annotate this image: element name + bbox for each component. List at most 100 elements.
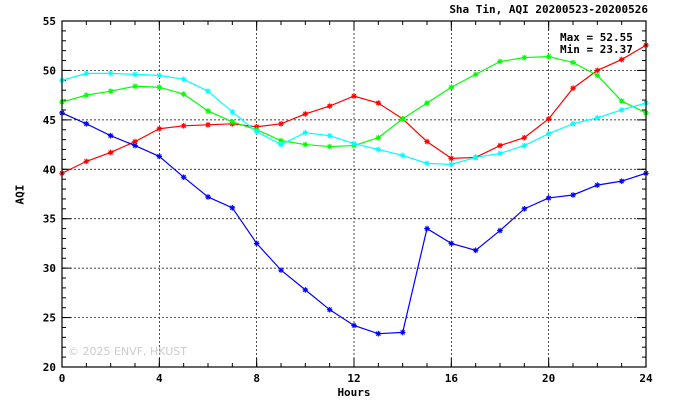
- series-4-point: [156, 153, 163, 160]
- series-3-point: [83, 70, 90, 77]
- series-4-point: [424, 225, 430, 232]
- series-3-point: [375, 146, 382, 153]
- max-label: Max = 52.55: [560, 31, 633, 44]
- y-tick-label: 35: [43, 213, 56, 226]
- series-2-point: [132, 83, 138, 90]
- series-3-point: [618, 107, 625, 113]
- series-4-point: [180, 174, 187, 180]
- series-4-point: [253, 240, 260, 247]
- series-3-point: [497, 150, 503, 157]
- series-1-point: [424, 138, 430, 145]
- series-4-point: [351, 322, 357, 329]
- series-3-point: [180, 76, 187, 83]
- y-tick-label: 20: [43, 361, 56, 374]
- series-2-point: [326, 143, 333, 150]
- series-4-point: [594, 182, 601, 188]
- series-4-point: [205, 194, 211, 200]
- series-2-point: [424, 100, 430, 106]
- series-2-point: [472, 71, 479, 78]
- series-1-point: [594, 67, 601, 74]
- y-tick-label: 30: [43, 262, 56, 275]
- series-2-point: [545, 53, 552, 60]
- series-2-point: [180, 91, 187, 97]
- series-1-point: [132, 138, 138, 145]
- x-tick-label: 4: [156, 372, 163, 385]
- series-4-point: [570, 192, 576, 198]
- series-2-point: [83, 92, 90, 98]
- series-2-point: [521, 54, 528, 61]
- series-4-point: [521, 206, 528, 212]
- series-3-point: [570, 121, 576, 127]
- series-1-point: [618, 56, 625, 63]
- series-3-point: [229, 109, 236, 115]
- series-1-point: [83, 158, 90, 165]
- series-1-point: [156, 125, 163, 132]
- series-4-point: [375, 330, 382, 337]
- y-tick-label: 45: [43, 114, 56, 127]
- series-3-point: [351, 140, 357, 147]
- series-4-point: [326, 306, 333, 313]
- chart-title: Sha Tin, AQI 20200523-20200526: [449, 3, 648, 16]
- series-3-point: [278, 141, 284, 148]
- series-1-point: [375, 100, 382, 106]
- series-3-point: [132, 71, 138, 78]
- series-3-point: [326, 132, 333, 139]
- series-4-point: [545, 195, 552, 201]
- series-4-point: [302, 287, 309, 293]
- series-4-point: [132, 142, 138, 149]
- series-1-point: [107, 149, 114, 156]
- x-tick-label: 0: [59, 372, 66, 385]
- series-2-point: [618, 98, 625, 104]
- series-1-point: [326, 103, 333, 109]
- series-1-point: [545, 116, 552, 122]
- series-2-point: [302, 141, 309, 148]
- y-tick-label: 55: [43, 15, 56, 28]
- series-2-point: [594, 72, 601, 79]
- series-3-point: [302, 129, 309, 136]
- series-1-point: [180, 122, 187, 129]
- series-3-point: [594, 115, 601, 121]
- series-3-point: [107, 70, 114, 77]
- series-4-point: [497, 227, 503, 234]
- series-3-point: [448, 161, 455, 168]
- series-1-point: [205, 122, 211, 128]
- y-axis-label: AQI: [13, 184, 27, 205]
- series-4-point: [278, 267, 284, 273]
- series-2-point: [570, 59, 576, 66]
- series-1-point: [448, 155, 455, 162]
- series-3-point: [205, 88, 211, 94]
- series-2-point: [399, 116, 406, 122]
- watermark: © 2025 ENVF, HKUST: [68, 345, 187, 358]
- series-3-point: [472, 154, 479, 161]
- series-2-point: [156, 84, 163, 91]
- min-label: Min = 23.37: [560, 43, 633, 56]
- series-3-point: [253, 128, 260, 135]
- series-3-point: [545, 130, 552, 137]
- series-1-point: [253, 123, 260, 130]
- series-1-point: [497, 142, 503, 149]
- series-4-point: [472, 247, 479, 254]
- y-tick-label: 25: [43, 312, 56, 325]
- series-2-point: [448, 84, 455, 91]
- y-tick-label: 50: [43, 64, 56, 77]
- series-4-point: [107, 132, 114, 139]
- series-4-point: [618, 178, 625, 184]
- series-2-point: [278, 137, 284, 144]
- series-1-point: [351, 93, 357, 99]
- series-2-point: [205, 108, 211, 114]
- series-1-point: [278, 121, 284, 127]
- series-4-point: [399, 329, 406, 336]
- series-2-point: [497, 58, 503, 65]
- series-1-point: [302, 111, 309, 117]
- series-4-point: [83, 121, 90, 127]
- plot-frame: [61, 20, 647, 368]
- x-axis-label: Hours: [337, 386, 371, 399]
- y-tick-label: 40: [43, 163, 56, 176]
- series-2-point: [107, 88, 114, 94]
- series-3-point: [399, 152, 406, 159]
- series-2-point: [375, 134, 382, 141]
- series-4-point: [229, 205, 236, 211]
- x-tick-label: 24: [639, 372, 653, 385]
- series-4-point: [448, 240, 455, 247]
- x-tick-label: 12: [347, 372, 360, 385]
